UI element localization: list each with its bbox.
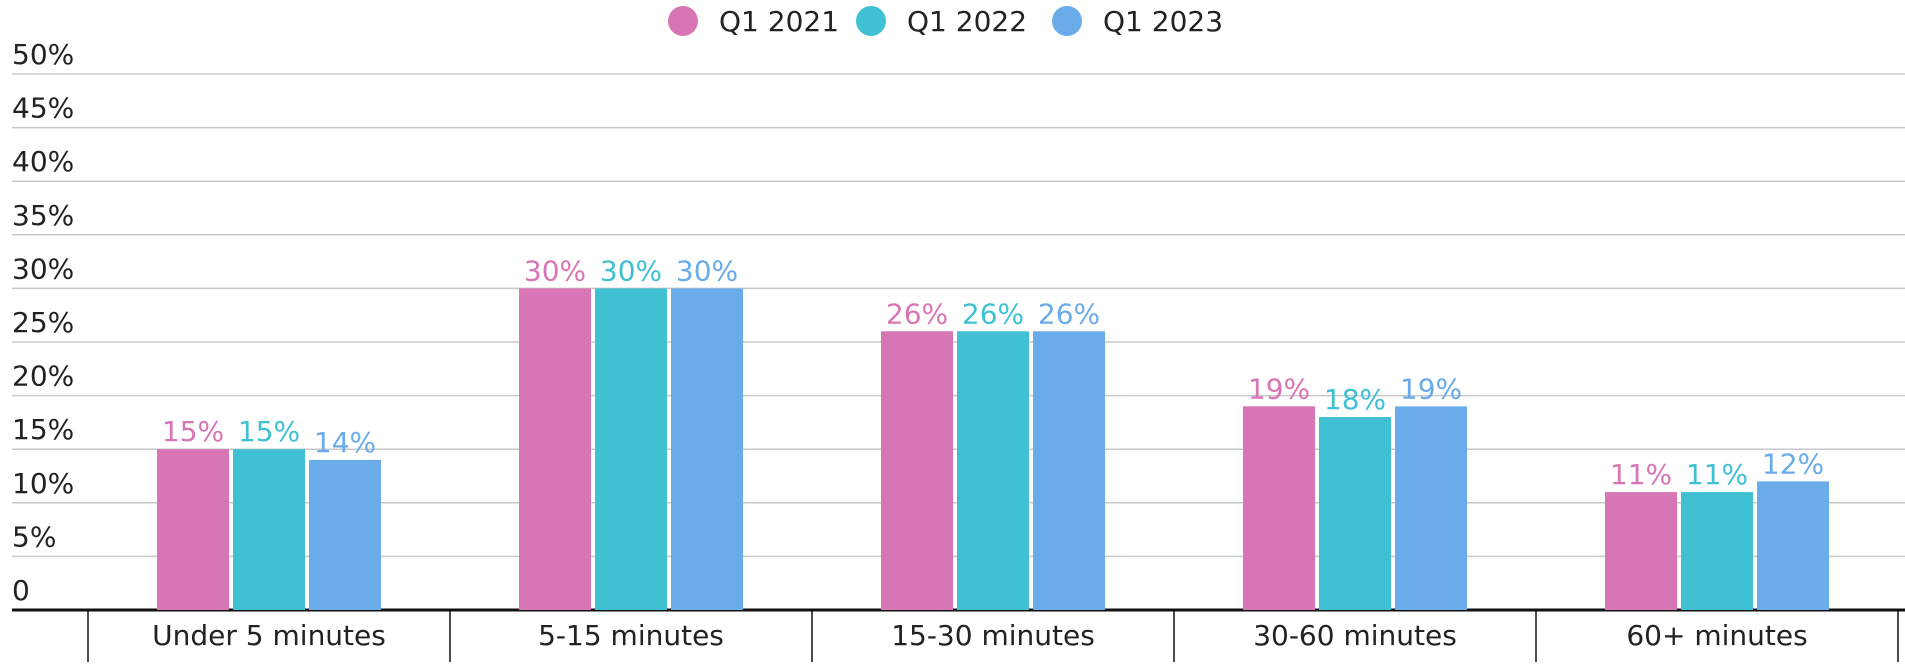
bar [1395, 406, 1467, 610]
legend-marker [856, 6, 886, 36]
value-label: 15% [238, 415, 300, 448]
value-label: 14% [314, 426, 376, 459]
bar [519, 288, 591, 610]
value-label: 12% [1762, 447, 1824, 480]
bar [157, 449, 229, 610]
x-tick-label: 15-30 minutes [891, 619, 1095, 652]
legend-label: Q1 2021 [719, 5, 839, 38]
bar [957, 331, 1029, 610]
y-tick-label: 10% [12, 467, 74, 500]
x-tick-label: 30-60 minutes [1253, 619, 1457, 652]
y-tick-label: 20% [12, 360, 74, 393]
bar [595, 288, 667, 610]
y-tick-label: 45% [12, 92, 74, 125]
x-tick-label: 60+ minutes [1626, 619, 1807, 652]
y-tick-label: 50% [12, 38, 74, 71]
value-label: 30% [676, 254, 738, 287]
value-label: 30% [524, 254, 586, 287]
bar [233, 449, 305, 610]
legend-marker [1052, 6, 1082, 36]
value-label: 30% [600, 254, 662, 287]
y-tick-label: 15% [12, 413, 74, 446]
bar [1319, 417, 1391, 610]
bar [1757, 481, 1829, 610]
bar [1681, 492, 1753, 610]
y-tick-label: 0 [12, 574, 30, 607]
legend-marker [668, 6, 698, 36]
y-tick-label: 40% [12, 145, 74, 178]
y-tick-label: 25% [12, 306, 74, 339]
value-label: 11% [1686, 458, 1748, 491]
x-tick-label: Under 5 minutes [152, 619, 386, 652]
legend-label: Q1 2023 [1103, 5, 1223, 38]
bar [309, 459, 381, 610]
y-tick-label: 5% [12, 520, 56, 553]
value-label: 26% [886, 297, 948, 330]
value-label: 19% [1400, 372, 1462, 405]
value-label: 19% [1248, 372, 1310, 405]
bar [1033, 331, 1105, 610]
x-tick-label: 5-15 minutes [538, 619, 724, 652]
value-label: 18% [1324, 383, 1386, 416]
value-label: 15% [162, 415, 224, 448]
y-tick-label: 35% [12, 199, 74, 232]
y-tick-label: 30% [12, 252, 74, 285]
bar [671, 288, 743, 610]
value-label: 26% [962, 297, 1024, 330]
bar [1605, 492, 1677, 610]
legend-label: Q1 2022 [907, 5, 1027, 38]
value-label: 11% [1610, 458, 1672, 491]
bar [881, 331, 953, 610]
value-label: 26% [1038, 297, 1100, 330]
bar [1243, 406, 1315, 610]
